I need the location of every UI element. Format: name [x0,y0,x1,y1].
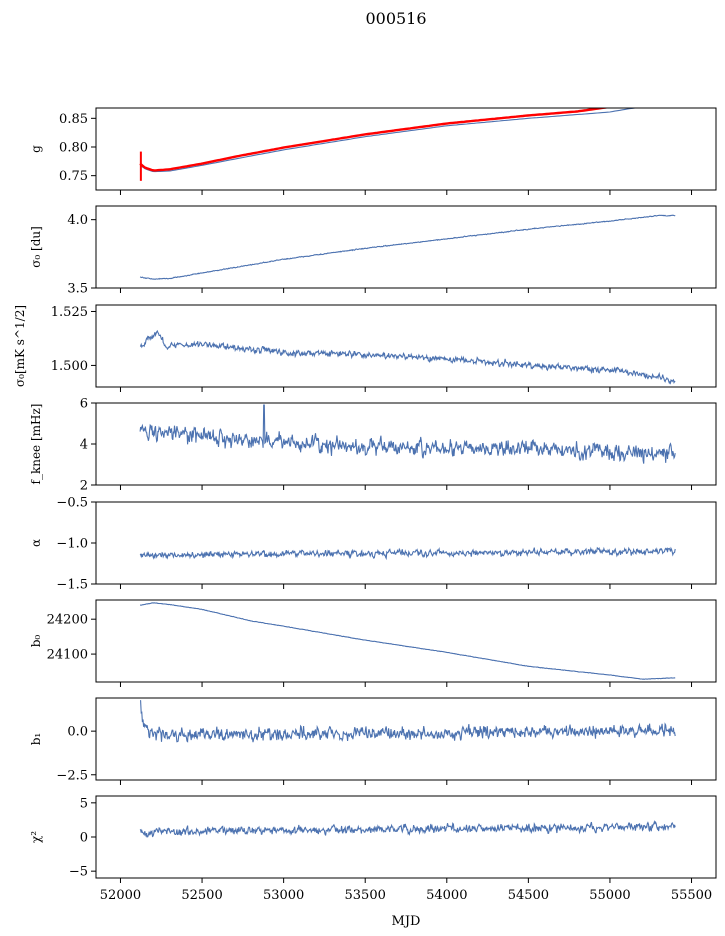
series-line-blue [139,820,676,838]
x-tick-label: 53000 [263,888,304,903]
y-tick-label: 0.80 [59,140,88,155]
y-tick-label: 6 [80,397,88,412]
series-line-blue [139,700,676,743]
axes-frame [95,304,717,388]
panel-g: 0.75 0.80 0.85 g [29,107,717,195]
y-tick-label: 4.0 [67,213,88,228]
axes-frame [95,501,717,585]
x-tick-label: 52500 [181,888,222,903]
figure-title: 000516 [365,9,426,28]
series-line-blue [139,602,676,680]
y-tick-label: −2.5 [56,768,88,783]
axes-frame [95,697,717,781]
series-line-blue [139,108,639,173]
x-axis-label: MJD [392,914,421,929]
series-line-blue [139,404,676,464]
y-tick-label: 4 [80,438,88,453]
axes-frame [95,107,717,191]
y-tick-label: 5 [80,796,88,811]
x-tick-label: 52000 [100,888,141,903]
y-axis-label: σ₀[mK s^1/2] [13,305,27,387]
axes-frame [95,795,717,879]
y-axis-label: α [29,539,43,547]
series-line-blue [139,546,676,561]
y-axis-label: σ₀ [du] [29,226,43,268]
panel-chi2: −5 0 5 52000 52500 53000 53500 54000 54500 55000 5… [29,795,717,903]
axes-frame [95,599,717,683]
y-tick-label: 0.75 [59,169,88,184]
panel-alpha: −1.5 −1.0 −0.5 α [29,496,717,593]
series-line-blue [139,329,676,385]
x-tick-label: 54500 [508,888,549,903]
axes-frame [95,402,717,486]
y-axis-label: g [29,145,43,153]
y-tick-label: 1.525 [51,305,88,320]
y-axis-label: f_knee [mHz] [29,404,43,485]
y-tick-label: 2 [80,479,88,494]
panel-sigma0-du: 3.5 4.0 σ₀ [du] [29,205,717,297]
panels: 0.75 0.80 0.85 g 3.5 4.0 σ₀ [du] 1.500 1.525 σ₀[m… [13,107,717,903]
y-tick-label: 0.0 [67,725,88,740]
x-tick-label: 54000 [426,888,467,903]
series-line-blue [139,214,676,280]
panel-fknee: 2 4 6 f_knee [mHz] [29,397,717,494]
y-tick-label: 1.500 [51,359,88,374]
series-line-red [139,108,611,172]
y-tick-label: 24200 [47,613,88,628]
y-tick-label: 3.5 [67,282,88,297]
x-tick-label: 55500 [671,888,712,903]
x-tick-label: 55000 [589,888,630,903]
x-tick-label: 53500 [345,888,386,903]
y-tick-label: −1.0 [56,537,88,552]
axes-frame [95,205,717,289]
y-tick-label: −5 [69,865,88,880]
panel-sigma0-mks: 1.500 1.525 σ₀[mK s^1/2] [13,304,717,392]
y-tick-label: −1.5 [56,578,88,593]
y-axis-label: b₀ [29,635,43,648]
y-tick-label: 0 [80,831,88,846]
y-axis-label: b₁ [29,733,43,746]
panel-b0: 24100 24200 b₀ [29,599,717,687]
panel-b1: −2.5 0.0 b₁ [29,697,717,785]
y-axis-label: χ² [29,831,43,843]
y-tick-label: 0.85 [59,112,88,127]
y-tick-label: 24100 [47,648,88,663]
y-tick-label: −0.5 [56,496,88,511]
